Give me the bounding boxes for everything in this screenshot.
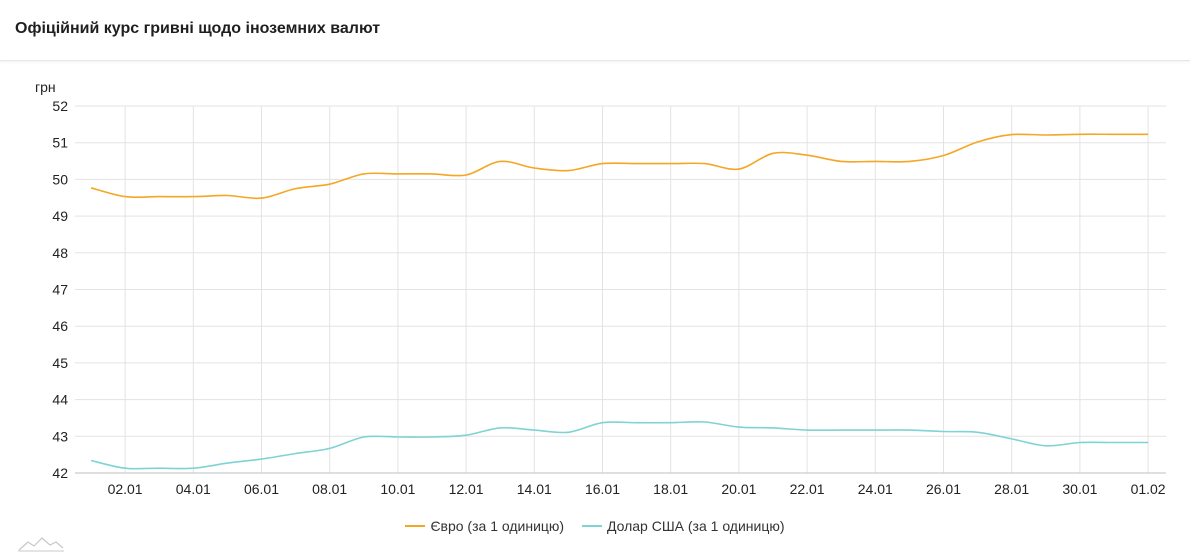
- y-tick-label: 46: [52, 318, 68, 334]
- x-tick-label: 26.01: [926, 481, 961, 497]
- series-line-usd: [90, 421, 1149, 470]
- chart-logo-icon: [18, 537, 64, 552]
- x-tick-label: 22.01: [790, 481, 825, 497]
- series-line-euro: [90, 133, 1149, 200]
- y-tick-label: 47: [52, 282, 68, 298]
- x-tick-label: 28.01: [994, 481, 1029, 497]
- x-tick-label: 18.01: [653, 481, 688, 497]
- x-tick-label: 14.01: [517, 481, 552, 497]
- legend-swatch-euro: [405, 525, 426, 527]
- x-tick-label: 10.01: [380, 481, 415, 497]
- y-tick-label: 52: [52, 98, 68, 114]
- y-tick-label: 50: [52, 171, 68, 187]
- legend-item-usd[interactable]: Долар США (за 1 одиницю): [581, 518, 785, 534]
- x-tick-label: 24.01: [858, 481, 893, 497]
- x-tick-label: 30.01: [1062, 481, 1097, 497]
- x-tick-label: 08.01: [312, 481, 347, 497]
- x-tick-label: 20.01: [721, 481, 756, 497]
- y-tick-label: 48: [52, 245, 68, 261]
- chart-header: Офіційний курс гривні щодо іноземних вал…: [0, 0, 1190, 61]
- y-tick-label: 51: [52, 135, 68, 151]
- y-tick-label: 42: [52, 465, 68, 481]
- legend-item-euro[interactable]: Євро (за 1 одиницю): [405, 518, 564, 534]
- legend-swatch-usd: [581, 525, 602, 527]
- x-tick-label: 16.01: [585, 481, 620, 497]
- y-axis-label: грн: [35, 79, 56, 95]
- y-tick-label: 45: [52, 355, 68, 371]
- chart-title: Офіційний курс гривні щодо іноземних вал…: [15, 20, 381, 37]
- line-chart: 42 43 44 45 46 47 48 49 50 51 52 02.01 04.01 06.01 08.…: [35, 79, 1166, 497]
- y-tick-label: 44: [52, 392, 68, 408]
- y-tick-label: 49: [52, 208, 68, 224]
- chart-legend: Євро (за 1 одиницю) Долар США (за 1 один…: [0, 514, 1190, 534]
- x-tick-label: 04.01: [176, 481, 211, 497]
- x-tick-label: 12.01: [449, 481, 484, 497]
- x-tick-label: 06.01: [244, 481, 279, 497]
- y-tick-label: 43: [52, 428, 68, 444]
- legend-label-usd: Долар США (за 1 одиницю): [606, 518, 785, 534]
- x-tick-label: 01.02: [1131, 481, 1166, 497]
- legend-label-euro: Євро (за 1 одиницю): [430, 518, 565, 534]
- x-tick-label: 02.01: [108, 481, 143, 497]
